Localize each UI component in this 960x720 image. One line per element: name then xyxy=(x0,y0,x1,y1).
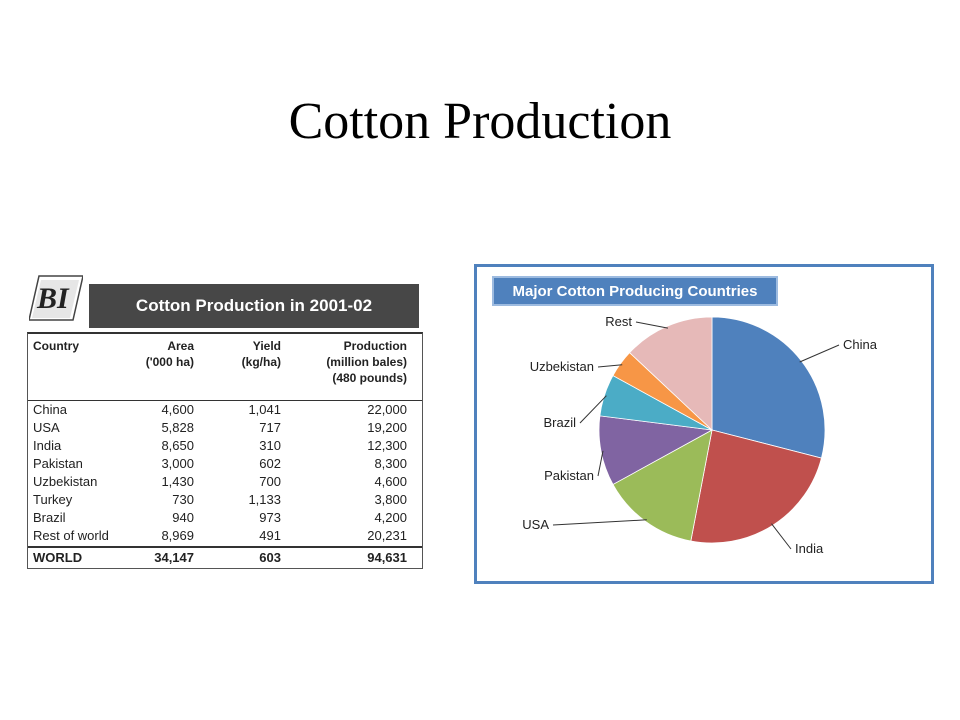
cell-yield: 603 xyxy=(259,550,281,565)
table-row-total: WORLD 34,147 603 94,631 xyxy=(28,549,422,567)
cell-yield: 717 xyxy=(259,420,281,435)
cell-area: 34,147 xyxy=(154,550,194,565)
cell-country: Turkey xyxy=(33,492,73,507)
cell-area: 3,000 xyxy=(161,456,194,471)
cell-area: 8,969 xyxy=(161,528,194,543)
production-table-panel: BI Cotton Production in 2001-02 Country … xyxy=(27,272,424,570)
cell-area: 1,430 xyxy=(161,474,194,489)
leader-line xyxy=(771,523,792,550)
cell-area: 5,828 xyxy=(161,420,194,435)
cell-production: 8,300 xyxy=(374,456,407,471)
pie-slice-pakistan xyxy=(598,415,714,485)
cell-production: 22,000 xyxy=(367,402,407,417)
cell-yield: 973 xyxy=(259,510,281,525)
cell-area: 730 xyxy=(172,492,194,507)
bi-logo-icon: BI xyxy=(29,275,83,321)
table-row: India 8,650 310 12,300 xyxy=(28,437,422,455)
slice-label: China xyxy=(843,337,878,352)
cell-yield: 1,041 xyxy=(248,402,281,417)
cell-yield: 1,133 xyxy=(248,492,281,507)
logo-text: BI xyxy=(36,282,70,315)
cell-country: Brazil xyxy=(33,510,66,525)
cell-country: China xyxy=(33,402,67,417)
table-row: Pakistan 3,000 602 8,300 xyxy=(28,455,422,473)
cell-yield: 602 xyxy=(259,456,281,471)
data-table: Country Area ('000 ha) Yield (kg/ha) Pro… xyxy=(27,332,423,569)
cell-country: WORLD xyxy=(33,550,83,565)
cell-yield: 310 xyxy=(259,438,281,453)
cell-country: Uzbekistan xyxy=(33,474,98,489)
cell-yield: 700 xyxy=(259,474,281,489)
slice-label: Uzbekistan xyxy=(530,359,594,374)
header-area: Area ('000 ha) xyxy=(145,339,194,369)
slice-label: Pakistan xyxy=(544,468,594,483)
pie-slice-rest xyxy=(629,316,713,431)
cell-country: Rest of world xyxy=(33,528,109,543)
leader-line xyxy=(597,364,623,368)
pie-chart: China India USA Pakistan Brazil Uzbekistan Res… xyxy=(522,314,878,556)
header-country: Country xyxy=(33,339,79,353)
cell-country: India xyxy=(33,438,62,453)
cell-country: USA xyxy=(33,420,60,435)
cell-production: 20,231 xyxy=(367,528,407,543)
table-row: USA 5,828 717 19,200 xyxy=(28,419,422,437)
cell-production: 4,200 xyxy=(374,510,407,525)
cell-production: 94,631 xyxy=(367,550,407,565)
slice-label: India xyxy=(795,541,824,556)
leader-line xyxy=(799,344,840,363)
slice-label: USA xyxy=(522,517,549,532)
table-row: Brazil 940 973 4,200 xyxy=(28,509,422,527)
table-row: Turkey 730 1,133 3,800 xyxy=(28,491,422,509)
cell-area: 4,600 xyxy=(161,402,194,417)
table-row: Rest of world 8,969 491 20,231 xyxy=(28,527,422,545)
slice-label: Brazil xyxy=(543,415,576,430)
header-divider xyxy=(28,400,422,401)
cell-production: 12,300 xyxy=(367,438,407,453)
cell-area: 940 xyxy=(172,510,194,525)
table-title: Cotton Production in 2001-02 xyxy=(89,284,419,328)
slice-label: Rest xyxy=(605,314,632,329)
chart-title: Major Cotton Producing Countries xyxy=(492,276,778,306)
slide-title: Cotton Production xyxy=(288,93,672,150)
cell-production: 4,600 xyxy=(374,474,407,489)
cell-yield: 491 xyxy=(259,528,281,543)
table-row: Uzbekistan 1,430 700 4,600 xyxy=(28,473,422,491)
total-divider xyxy=(28,546,422,548)
pie-slice-china xyxy=(711,316,826,459)
leader-line xyxy=(635,321,668,329)
header-yield: Yield (kg/ha) xyxy=(241,339,281,369)
cell-country: Pakistan xyxy=(33,456,83,471)
leader-line xyxy=(552,519,647,526)
leader-line xyxy=(597,450,604,477)
cell-production: 19,200 xyxy=(367,420,407,435)
table-row: China 4,600 1,041 22,000 xyxy=(28,401,422,419)
leader-line xyxy=(579,395,607,424)
pie-chart-panel: Major Cotton Producing Countries China In… xyxy=(474,264,934,584)
pie-slice-usa xyxy=(612,429,713,542)
header-production: Production (million bales) (480 pounds) xyxy=(326,339,407,385)
cell-area: 8,650 xyxy=(161,438,194,453)
cell-production: 3,800 xyxy=(374,492,407,507)
